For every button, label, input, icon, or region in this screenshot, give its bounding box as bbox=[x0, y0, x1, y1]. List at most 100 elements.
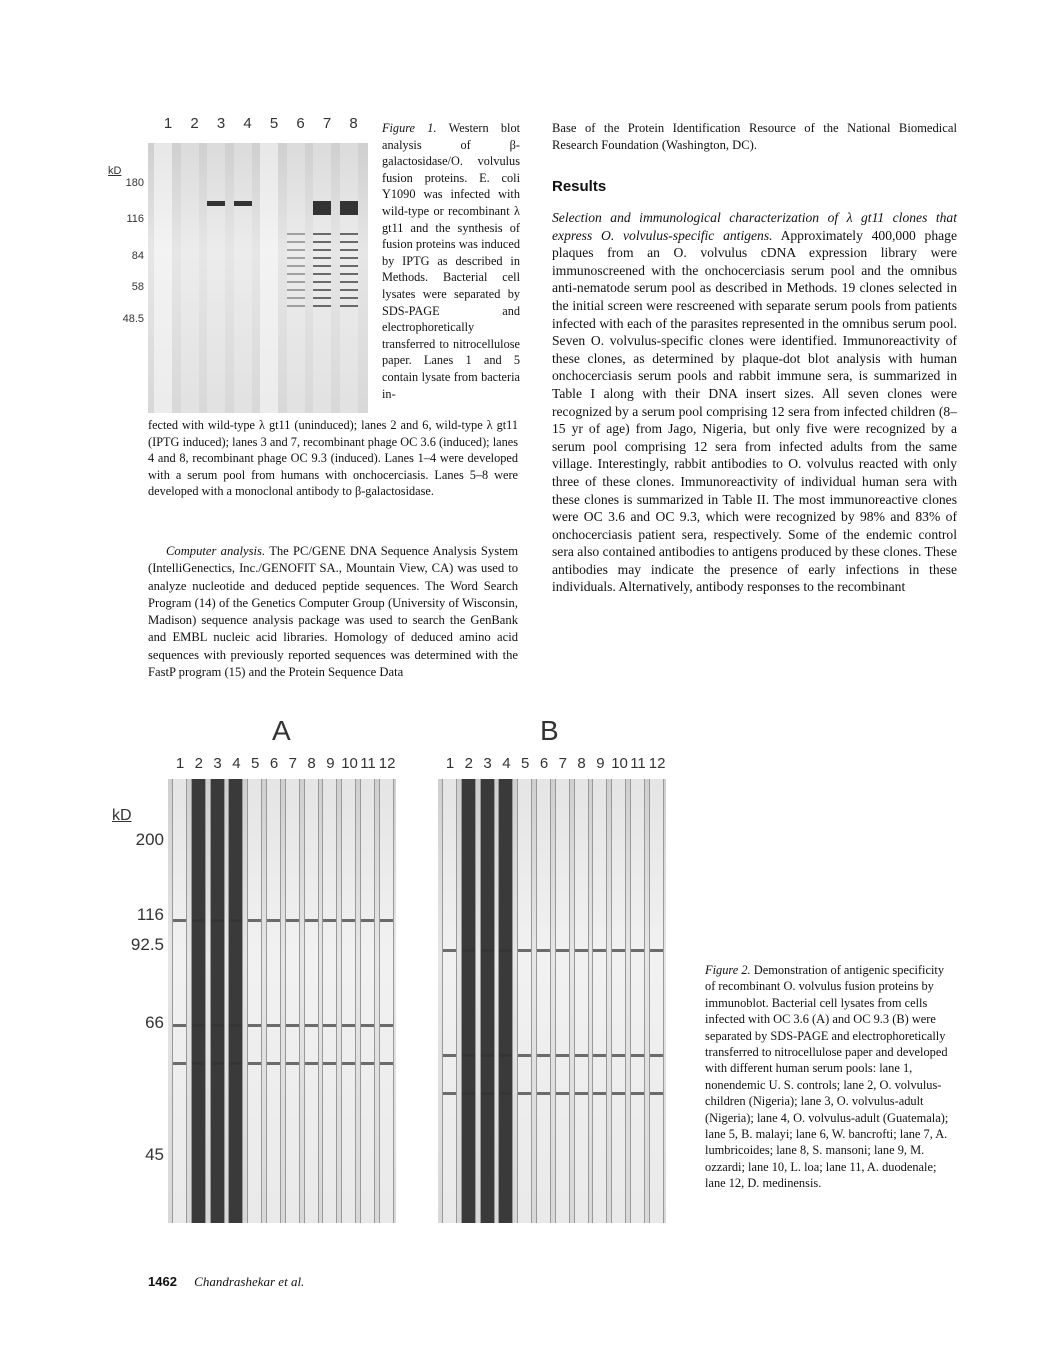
figure-1: kD 1 2 3 4 5 6 7 8 180 116 84 58 48.5 bbox=[100, 115, 370, 415]
protein-band bbox=[518, 1092, 532, 1095]
protein-band bbox=[612, 1092, 626, 1095]
protein-band bbox=[267, 1024, 280, 1027]
protein-band bbox=[191, 1062, 205, 1065]
unit-label: kD bbox=[108, 165, 122, 177]
protein-band bbox=[339, 201, 358, 215]
protein-band bbox=[631, 1054, 644, 1057]
marker-label: 116 bbox=[126, 213, 144, 225]
protein-band bbox=[339, 257, 358, 259]
lane-number: 9 bbox=[596, 755, 605, 772]
blot-lane bbox=[611, 779, 627, 1223]
protein-band bbox=[285, 919, 299, 922]
blot-lane bbox=[554, 779, 570, 1223]
protein-band bbox=[631, 1092, 644, 1095]
protein-band bbox=[461, 1092, 475, 1095]
protein-band bbox=[313, 281, 331, 283]
protein-band bbox=[286, 281, 305, 283]
protein-band bbox=[210, 1062, 224, 1065]
blot-lane bbox=[460, 779, 476, 1223]
lane-number: 6 bbox=[269, 755, 279, 772]
protein-band bbox=[499, 1092, 513, 1095]
blot-lane bbox=[378, 779, 394, 1223]
lane-number: 3 bbox=[216, 115, 226, 132]
lane-number: 2 bbox=[464, 755, 473, 772]
lane-number: 8 bbox=[577, 755, 586, 772]
protein-band bbox=[339, 273, 358, 275]
marker-label: 66 bbox=[145, 1013, 164, 1032]
lane-number: 8 bbox=[349, 115, 358, 132]
marker-label: 116 bbox=[136, 905, 164, 924]
protein-band bbox=[339, 297, 358, 299]
marker-label: 180 bbox=[125, 177, 144, 189]
protein-band bbox=[649, 1092, 663, 1095]
lane-number: 7 bbox=[322, 115, 332, 132]
protein-band bbox=[286, 297, 305, 299]
lane-number: 4 bbox=[243, 115, 252, 132]
lane-number: 5 bbox=[251, 755, 260, 772]
protein-band bbox=[323, 1062, 337, 1065]
protein-band bbox=[191, 919, 205, 922]
protein-band bbox=[313, 305, 331, 307]
protein-band bbox=[361, 1062, 374, 1065]
protein-band bbox=[379, 919, 393, 922]
blot-lane bbox=[648, 779, 664, 1223]
protein-band bbox=[248, 1062, 262, 1065]
protein-band bbox=[339, 265, 358, 267]
blot-lane bbox=[190, 779, 206, 1223]
protein-band bbox=[173, 1024, 186, 1027]
blot-lane bbox=[322, 779, 338, 1223]
protein-band bbox=[379, 1024, 393, 1027]
protein-band bbox=[612, 1054, 626, 1057]
blot-lane bbox=[284, 779, 300, 1223]
figure-2-caption: Figure 2. Demonstration of antigenic spe… bbox=[705, 963, 949, 1191]
protein-band bbox=[499, 1054, 513, 1057]
figure-1-caption-side: Figure 1. Western blot analysis of β-gal… bbox=[382, 121, 521, 401]
protein-band bbox=[210, 1024, 224, 1027]
protein-band bbox=[313, 257, 331, 259]
protein-band bbox=[593, 1054, 607, 1057]
lane-number: 8 bbox=[307, 755, 316, 772]
blot-lane bbox=[573, 779, 589, 1223]
protein-band bbox=[537, 1092, 550, 1095]
protein-band bbox=[323, 919, 337, 922]
blot-lane bbox=[360, 779, 375, 1223]
results-paragraph: Selection and immunological characteriza… bbox=[552, 210, 958, 595]
protein-band bbox=[286, 241, 305, 243]
blot-lane bbox=[498, 779, 514, 1223]
protein-band bbox=[313, 273, 331, 275]
protein-band bbox=[361, 1024, 374, 1027]
protein-band bbox=[339, 249, 358, 251]
protein-band bbox=[286, 249, 305, 251]
immunoblot-panel-a bbox=[168, 779, 396, 1223]
protein-band bbox=[480, 1054, 494, 1057]
blot-lane bbox=[339, 143, 358, 413]
protein-band bbox=[173, 1062, 186, 1065]
blot-lane bbox=[233, 143, 252, 413]
marker-label: 45 bbox=[145, 1145, 164, 1164]
protein-band bbox=[323, 1024, 337, 1027]
page-number: 1462 bbox=[148, 1274, 177, 1289]
protein-band bbox=[339, 281, 358, 283]
protein-band bbox=[339, 305, 358, 307]
blot-lane bbox=[228, 779, 244, 1223]
protein-band bbox=[593, 949, 607, 952]
panel-label-a: A bbox=[272, 715, 291, 746]
lane-number: 4 bbox=[502, 755, 511, 772]
protein-band bbox=[593, 1092, 607, 1095]
marker-label: 200 bbox=[135, 830, 164, 849]
lane-number: 4 bbox=[232, 755, 241, 772]
protein-band bbox=[342, 1024, 356, 1027]
immunoblot-panel-b bbox=[438, 779, 666, 1223]
lane-number: 10 bbox=[611, 755, 628, 772]
protein-band bbox=[313, 265, 331, 267]
protein-band bbox=[286, 289, 305, 291]
lane-number: 1 bbox=[445, 755, 455, 772]
protein-band bbox=[361, 919, 374, 922]
protein-band bbox=[304, 1024, 318, 1027]
lane-number: 6 bbox=[296, 115, 305, 132]
protein-band bbox=[443, 949, 456, 952]
protein-band bbox=[248, 1024, 262, 1027]
lane-number: 7 bbox=[558, 755, 567, 772]
blot-lane bbox=[154, 143, 172, 413]
blot-lane bbox=[286, 143, 305, 413]
